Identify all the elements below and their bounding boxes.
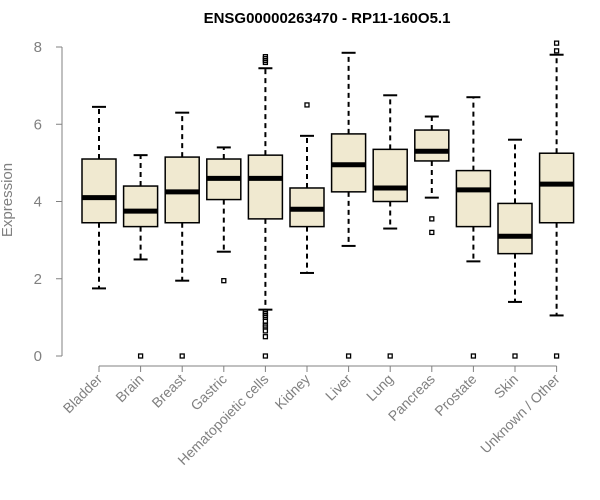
outlier-point (429, 216, 435, 222)
x-tick-label: Breast (148, 371, 188, 411)
y-axis: 0 2 4 6 8 (34, 39, 63, 365)
y-axis-title: Expression (0, 163, 16, 237)
iqr-box (497, 202, 533, 255)
outlier-point (429, 229, 435, 236)
y-tick-label: 0 (34, 348, 42, 365)
outlier-point (345, 353, 352, 359)
iqr-box (247, 154, 284, 220)
box-breast (164, 111, 200, 359)
x-tick-label: Lung (363, 371, 396, 404)
outlier-point (262, 308, 269, 315)
x-tick-label: Liver (322, 371, 355, 404)
box-skin (497, 138, 533, 359)
box-pancreas (414, 115, 450, 236)
box-lung (372, 94, 408, 359)
x-tick-label: Prostate (431, 371, 479, 419)
chart-title: ENSG00000263470 - RP11-160O5.1 (204, 10, 451, 27)
outlier-point (304, 102, 310, 108)
x-tick-label: Kidney (272, 371, 314, 413)
iqr-box (81, 158, 117, 224)
iqr-box (372, 148, 408, 203)
outlier-point (262, 54, 269, 60)
outlier-point (179, 353, 185, 359)
box-kidney (289, 102, 325, 274)
outlier-point (512, 353, 518, 359)
y-tick-label: 8 (34, 39, 42, 56)
box-bladder (81, 105, 117, 290)
x-tick-label: Brain (112, 371, 146, 405)
box-hematopoietic-cells (247, 54, 284, 359)
iqr-box (455, 169, 492, 228)
box-prostate (455, 96, 492, 359)
outlier-point (221, 278, 227, 284)
outlier-point (387, 353, 393, 359)
box-brain (122, 154, 159, 359)
outlier-point (262, 334, 269, 340)
x-tick-label: Skin (491, 371, 522, 402)
iqr-box (122, 185, 159, 228)
y-tick-label: 2 (34, 271, 42, 288)
outlier-point (553, 40, 560, 46)
x-tick-label: Unknown / Other (477, 371, 563, 457)
boxes-group (81, 40, 575, 359)
outlier-point (137, 353, 144, 359)
outlier-point (262, 353, 269, 359)
x-tick-label: Bladder (60, 371, 106, 417)
iqr-box (414, 129, 450, 162)
box-gastric (206, 146, 242, 284)
y-tick-label: 4 (34, 194, 42, 211)
outlier-point (553, 48, 560, 54)
box-unknown-other (538, 40, 575, 359)
iqr-box (538, 152, 575, 224)
outlier-point (553, 353, 560, 359)
outlier-point (470, 353, 477, 359)
box-liver (330, 51, 367, 359)
y-tick-label: 6 (34, 116, 42, 133)
